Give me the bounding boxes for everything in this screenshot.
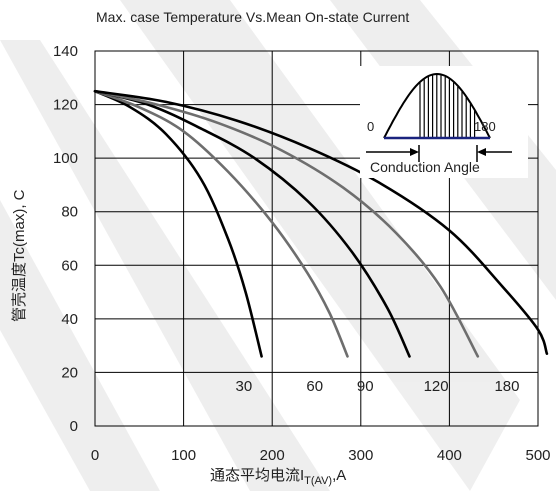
inset-hatch xyxy=(419,75,476,138)
series-line-60 xyxy=(93,89,349,358)
y-tick-label: 120 xyxy=(53,97,78,114)
y-tick-label: 80 xyxy=(61,204,78,221)
x-tick-label: 400 xyxy=(437,447,462,464)
y-tick-labels: 0 20 40 60 80 100 120 140 xyxy=(53,43,78,435)
y-tick-label: 0 xyxy=(70,418,78,435)
chart-title: Max. case Temperature Vs.Mean On-state C… xyxy=(96,9,409,25)
x-tick-label: 300 xyxy=(348,447,373,464)
y-tick-label: 60 xyxy=(61,257,78,274)
y-tick-label: 100 xyxy=(53,150,78,167)
x-tick-label: 100 xyxy=(171,447,196,464)
series-label-30: 30 xyxy=(236,378,253,395)
inset-label-left: 0 xyxy=(367,119,374,134)
inset-caption: Conduction Angle xyxy=(370,159,480,175)
series-line-30 xyxy=(93,89,263,358)
series-labels: 30 60 90 120 180 xyxy=(236,378,520,395)
x-tick-label: 0 xyxy=(91,447,99,464)
series-line-180 xyxy=(93,89,549,355)
series-label-90: 90 xyxy=(357,378,374,395)
series-label-180: 180 xyxy=(494,378,519,395)
y-tick-label: 140 xyxy=(53,43,78,60)
x-tick-labels: 0 100 200 300 400 500 xyxy=(91,447,551,464)
conduction-angle-inset: 0 180 Conduction Angle xyxy=(360,66,528,178)
inset-arrowhead-left xyxy=(410,148,419,156)
x-axis-label: 通态平均电流IT(AV),A xyxy=(210,467,346,487)
inset-waveform xyxy=(383,72,491,139)
y-tick-label: 20 xyxy=(61,364,78,381)
x-tick-label: 200 xyxy=(260,447,285,464)
inset-arrowhead-right xyxy=(477,148,486,156)
inset-label-right: 180 xyxy=(474,119,496,134)
y-tick-label: 40 xyxy=(61,311,78,328)
plot-frame xyxy=(94,50,539,427)
y-axis-label: 管壳温度Tc(max), C xyxy=(11,189,28,322)
inset-background xyxy=(360,66,528,178)
series-line-90 xyxy=(93,89,411,358)
x-tick-label: 500 xyxy=(525,447,550,464)
series-lines xyxy=(93,89,549,358)
series-label-60: 60 xyxy=(306,378,323,395)
series-label-120: 120 xyxy=(424,378,449,395)
series-line-120 xyxy=(93,89,480,358)
